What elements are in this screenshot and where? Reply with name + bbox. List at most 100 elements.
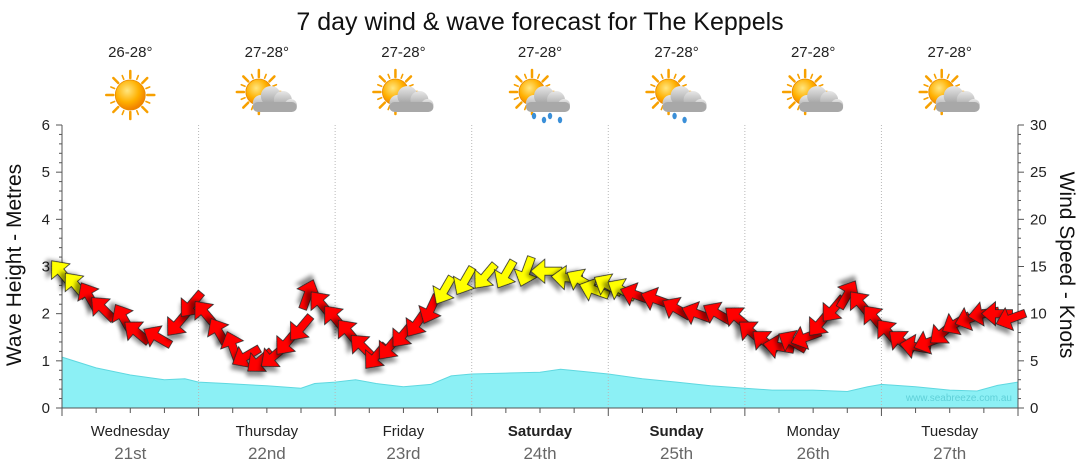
day-label: Monday: [786, 423, 840, 440]
left-tick-label: 6: [42, 117, 50, 134]
wind-arrow: [762, 333, 795, 360]
cloud-base: [799, 102, 844, 112]
wind-arrow: [493, 258, 518, 289]
day-date: 24th: [523, 444, 556, 463]
sun-ray: [240, 96, 246, 101]
sun-ray: [145, 100, 151, 104]
cloud-shape: [799, 86, 844, 112]
sun-ray: [135, 109, 140, 116]
cloud-base: [662, 102, 707, 112]
day-date: 27th: [933, 444, 966, 463]
temperature-label: 26-28°: [108, 44, 152, 61]
left-axis-title: Wave Height - Metres: [3, 164, 26, 366]
sun-ray: [681, 83, 687, 88]
wind-arrow: [513, 255, 538, 287]
wind-arrow: [681, 301, 714, 326]
day-label: Friday: [383, 423, 425, 440]
sun-ray: [924, 101, 933, 109]
sun-ray: [404, 75, 413, 83]
watermark: www.seabreeze.com.au: [905, 393, 1012, 404]
chart-title: 7 day wind & wave forecast for The Keppe…: [296, 8, 783, 36]
day-date: 23rd: [386, 444, 420, 463]
right-tick-label: 25: [1030, 164, 1047, 181]
sun-ray: [387, 73, 391, 79]
wind-arrow: [143, 325, 174, 349]
sun-ray: [523, 105, 528, 111]
wind-arrow: [290, 313, 315, 341]
sun-ray: [515, 101, 523, 109]
sun-ray: [110, 100, 116, 104]
wind-arrow: [452, 265, 477, 295]
sun-ray: [513, 96, 519, 101]
sun-ray: [786, 96, 793, 101]
sun-ray: [387, 105, 391, 111]
sun-ray: [924, 75, 933, 83]
sun-ray: [242, 75, 250, 83]
cloud-base: [252, 102, 297, 112]
sun-ray: [788, 101, 796, 109]
right-tick-label: 0: [1030, 400, 1038, 417]
temperature-label: 27-28°: [928, 44, 972, 61]
wind-arrow: [662, 296, 693, 321]
rain-drop: [531, 112, 537, 120]
cloud-shape: [662, 86, 707, 112]
left-tick-label: 4: [42, 211, 50, 228]
sun-ray: [786, 83, 793, 88]
sun-ray: [145, 86, 151, 90]
day-date: 26th: [797, 444, 830, 463]
sun-ray: [378, 75, 387, 83]
rain-drop: [547, 112, 553, 120]
rain-drop: [541, 116, 547, 124]
sun-ray: [650, 83, 656, 88]
wind-arrow: [703, 301, 734, 326]
temperature-label: 27-28°: [791, 44, 835, 61]
sun-ray: [271, 83, 278, 88]
sun-disc: [114, 79, 146, 111]
sun-ray: [263, 73, 267, 79]
wind-arrow: [995, 306, 1028, 332]
sun-ray: [946, 73, 950, 79]
sun-ray: [250, 105, 254, 111]
right-tick-label: 5: [1030, 353, 1038, 370]
wind-arrow: [180, 289, 205, 317]
sun-ray: [923, 96, 929, 101]
sun-ray: [677, 75, 686, 83]
sun-ray: [810, 73, 814, 79]
day-label: Saturday: [508, 423, 573, 440]
sun-ray: [523, 73, 528, 79]
light-showers-icon: [645, 68, 707, 124]
sun-ray: [818, 83, 824, 88]
sun-ray: [400, 73, 404, 79]
temperature-label: 27-28°: [518, 44, 562, 61]
temperature-label: 27-28°: [654, 44, 698, 61]
sun-ray: [135, 74, 140, 81]
sun-ray: [242, 101, 250, 109]
temperature-label: 27-28°: [381, 44, 425, 61]
sun-ray: [141, 105, 149, 114]
right-axis-title: Wind Speed - Knots: [1055, 172, 1078, 359]
left-tick-label: 0: [42, 400, 50, 417]
day-label: Sunday: [649, 423, 704, 440]
sun-ray: [933, 73, 937, 79]
sun-ray: [797, 105, 801, 111]
sun-ray: [954, 83, 961, 88]
sun-ray: [515, 75, 523, 83]
rain-drop: [557, 116, 563, 124]
sun-ray: [377, 83, 383, 88]
partly-cloudy-icon: [372, 68, 434, 116]
cloud-base: [526, 102, 570, 112]
sun-ray: [933, 105, 937, 111]
sun-ray: [377, 96, 383, 101]
day-date: 22nd: [248, 444, 286, 463]
showers-icon: [508, 68, 570, 124]
wind-arrow: [578, 277, 611, 302]
sun-ray: [651, 101, 660, 109]
sun-ray: [545, 83, 551, 88]
sun-ray: [121, 74, 125, 81]
sun-ray: [951, 75, 959, 83]
day-date: 25th: [660, 444, 693, 463]
cloud-shape: [389, 86, 434, 112]
left-tick-label: 5: [42, 164, 50, 181]
sun-ray: [112, 76, 120, 85]
sun-ray: [541, 75, 549, 83]
